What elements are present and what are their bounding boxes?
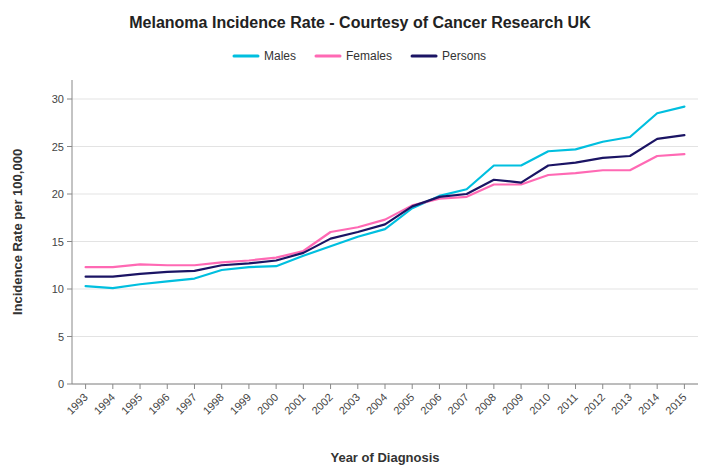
- y-tick-label: 30: [52, 93, 64, 105]
- legend-swatch: [412, 55, 436, 58]
- y-tick-label: 0: [58, 378, 64, 390]
- x-tick-label: 2005: [391, 391, 417, 417]
- legend-swatch: [316, 55, 340, 58]
- x-tick-label: 1999: [228, 391, 254, 417]
- x-tick-label: 1996: [146, 391, 172, 417]
- x-tick-label: 2003: [336, 391, 362, 417]
- x-tick: [167, 384, 168, 389]
- x-tick-label: 2013: [609, 391, 635, 417]
- y-tick-label: 20: [52, 188, 64, 200]
- y-tick: [67, 336, 72, 337]
- x-tick: [303, 384, 304, 389]
- x-tick-label: 2014: [636, 391, 662, 417]
- y-tick: [67, 146, 72, 147]
- x-tick: [657, 384, 658, 389]
- x-tick: [629, 384, 630, 389]
- legend: Males Females Persons: [234, 49, 486, 63]
- grid-line: [72, 194, 698, 195]
- y-tick-label: 25: [52, 141, 64, 153]
- chart-svg: 0 5 10 15 20 25 30 1993199419951996199719981999…: [0, 0, 720, 476]
- x-tick-label: 2010: [527, 391, 553, 417]
- series-lines: [86, 107, 685, 288]
- y-tick: [67, 289, 72, 290]
- y-tick: [67, 384, 72, 385]
- x-tick-label: 2000: [255, 391, 281, 417]
- x-tick-label: 2008: [472, 391, 498, 417]
- x-tick-label: 2015: [663, 391, 689, 417]
- y-tick: [67, 241, 72, 242]
- x-tick: [276, 384, 277, 389]
- legend-item: Persons: [412, 49, 486, 63]
- chart-container: 0 5 10 15 20 25 30 1993199419951996199719981999…: [0, 0, 720, 476]
- x-tick-label: 2006: [418, 391, 444, 417]
- grid-line: [72, 99, 698, 100]
- series-line: [86, 154, 685, 267]
- grid: [72, 99, 698, 384]
- chart-title: Melanoma Incidence Rate - Courtesy of Ca…: [129, 14, 591, 31]
- x-tick: [575, 384, 576, 389]
- y-tick: [67, 194, 72, 195]
- x-tick: [140, 384, 141, 389]
- x-tick: [385, 384, 386, 389]
- x-tick: [112, 384, 113, 389]
- x-tick: [330, 384, 331, 389]
- x-tick: [412, 384, 413, 389]
- x-tick: [521, 384, 522, 389]
- x-tick-label: 1997: [173, 391, 199, 417]
- x-tick-label: 2011: [555, 391, 580, 416]
- legend-label: Persons: [442, 49, 486, 63]
- grid-line: [72, 336, 698, 337]
- legend-swatch: [234, 55, 258, 58]
- page: {"chart_data": {"type": "line", "title":…: [0, 0, 720, 476]
- y-tick-label: 15: [52, 236, 64, 248]
- x-tick-label: 2007: [445, 391, 471, 417]
- x-tick: [194, 384, 195, 389]
- y-axis-label: Incidence Rate per 100,000: [10, 149, 25, 315]
- x-tick-label: 1993: [64, 391, 90, 417]
- x-tick-label: 1994: [91, 391, 117, 417]
- x-tick: [248, 384, 249, 389]
- y-tick-label: 10: [52, 283, 64, 295]
- x-tick: [466, 384, 467, 389]
- x-tick: [357, 384, 358, 389]
- y-axis: 0 5 10 15 20 25 30: [52, 80, 72, 390]
- series-line: [86, 107, 685, 288]
- x-tick-label: 2004: [364, 391, 390, 417]
- x-axis-label: Year of Diagnosis: [330, 450, 439, 465]
- x-tick: [602, 384, 603, 389]
- grid-line: [72, 146, 698, 147]
- x-tick: [548, 384, 549, 389]
- legend-item: Males: [234, 49, 296, 63]
- y-axis-line: [72, 80, 73, 384]
- y-tick: [67, 99, 72, 100]
- legend-item: Females: [316, 49, 392, 63]
- x-tick-label: 2012: [581, 391, 607, 417]
- x-tick: [493, 384, 494, 389]
- x-tick: [221, 384, 222, 389]
- x-tick: [85, 384, 86, 389]
- legend-label: Males: [264, 49, 296, 63]
- x-tick: [439, 384, 440, 389]
- x-tick: [684, 384, 685, 389]
- x-axis: 1993199419951996199719981999200020012002…: [64, 384, 698, 417]
- grid-line: [72, 241, 698, 242]
- series-line: [86, 135, 685, 277]
- x-tick-label: 1995: [119, 391, 145, 417]
- y-tick-label: 5: [58, 331, 64, 343]
- x-tick-label: 2002: [309, 391, 335, 417]
- x-tick-label: 1998: [200, 391, 226, 417]
- x-tick-label: 2009: [500, 391, 526, 417]
- legend-label: Females: [346, 49, 392, 63]
- x-tick-label: 2001: [282, 391, 308, 417]
- grid-line: [72, 289, 698, 290]
